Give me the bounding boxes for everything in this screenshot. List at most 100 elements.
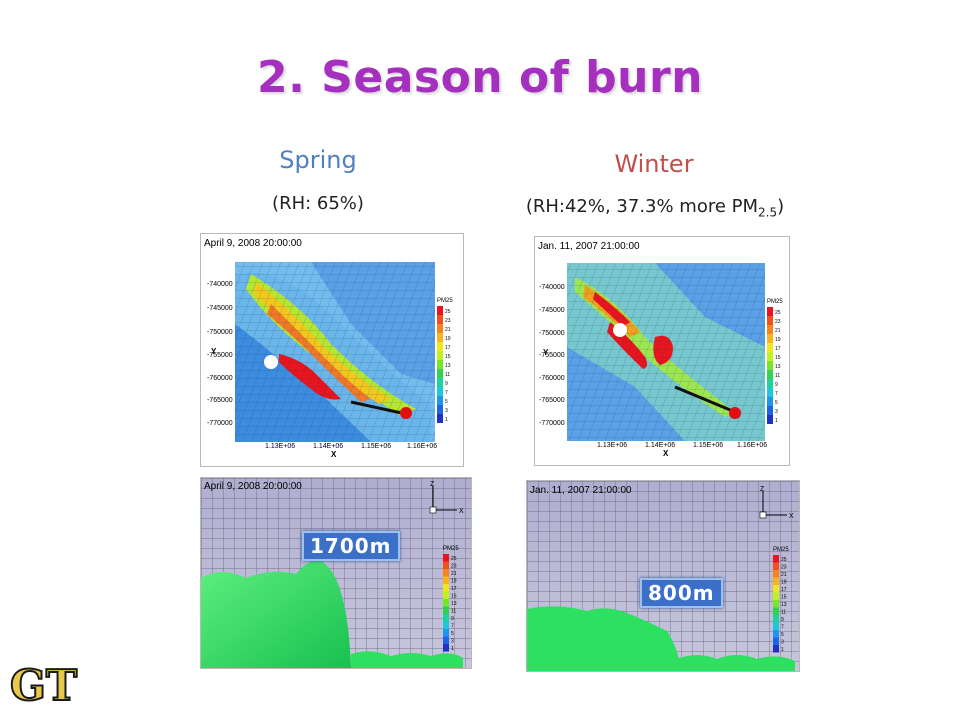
legend-swatch — [773, 622, 779, 630]
x-tick: 1.16E+06 — [737, 442, 767, 449]
spring-map-legend: PM25 25 23 21 19 17 15 13 11 9 7 5 3 1 — [437, 298, 453, 423]
legend-level: 21 — [445, 327, 451, 333]
legend-level: 1 — [775, 418, 778, 424]
legend-level: 9 — [445, 381, 448, 387]
legend-level: 3 — [781, 640, 784, 646]
side-z-label: Z — [430, 481, 435, 488]
legend-swatch — [437, 315, 443, 324]
legend-swatch — [437, 333, 443, 342]
x-tick: 1.14E+06 — [645, 442, 675, 449]
legend-level: 9 — [775, 382, 778, 388]
legend-swatch — [437, 306, 443, 315]
spring-axis-triad: Z X — [429, 481, 464, 515]
winter-subtitle-text: (RH:42%, 37.3% more PM — [525, 196, 759, 217]
x-tick: 1.13E+06 — [597, 442, 627, 449]
legend-swatch — [773, 645, 779, 653]
x-tick: 1.15E+06 — [361, 443, 391, 450]
legend-swatch — [773, 585, 779, 593]
legend-swatch — [437, 324, 443, 333]
y-tick: -760000 — [539, 375, 565, 382]
legend-level: 21 — [775, 328, 781, 334]
legend-title: PM25 — [437, 298, 453, 304]
legend-level: 7 — [445, 390, 448, 396]
spring-height-label: 1700m — [302, 531, 400, 561]
legend-swatch — [767, 406, 773, 415]
legend-level: 15 — [775, 355, 781, 361]
legend-swatch — [437, 369, 443, 378]
legend-level: 21 — [781, 572, 787, 578]
legend-swatch — [437, 342, 443, 351]
legend-level: 11 — [445, 372, 450, 378]
y-tick: -770000 — [539, 420, 565, 427]
legend-level: 3 — [775, 409, 778, 415]
winter-map-legend: PM25 25 23 21 19 17 15 13 11 9 7 5 3 1 — [767, 299, 783, 424]
gt-logo: GT — [9, 660, 78, 710]
spring-side-plot: April 9, 2008 20:00:00 Z X PM25 25232119… — [201, 478, 471, 668]
legend-level: 23 — [781, 565, 787, 571]
legend-swatch — [437, 360, 443, 369]
winter-subtitle: (RH:42%, 37.3% more PM2.5) — [470, 196, 840, 220]
legend-level: 25 — [451, 556, 457, 562]
legend-level: 5 — [445, 399, 448, 405]
x-tick: 1.14E+06 — [313, 443, 343, 450]
legend-swatch — [443, 576, 449, 584]
legend-swatch — [443, 606, 449, 614]
legend-swatch — [767, 343, 773, 352]
winter-map-timestamp: Jan. 11, 2007 21:00:00 — [538, 241, 640, 252]
side-x-label: X — [789, 513, 794, 520]
y-tick: -740000 — [539, 284, 565, 291]
legend-level: 13 — [451, 601, 457, 607]
spring-map-x-ticks: 1.13E+06 1.14E+06 1.15E+06 1.16E+06 — [265, 443, 437, 450]
legend-swatch — [773, 600, 779, 608]
legend-swatch — [773, 555, 779, 563]
legend-level: 15 — [451, 594, 457, 600]
legend-swatch — [767, 388, 773, 397]
winter-map-panel: Jan. 11, 2007 21:00:00 -740000 -745000 -… — [534, 236, 790, 466]
legend-level: 17 — [781, 587, 787, 593]
legend-swatch — [443, 599, 449, 607]
legend-level: 11 — [781, 610, 786, 616]
winter-subtitle-subscript: 2.5 — [758, 205, 778, 220]
legend-swatch — [443, 569, 449, 577]
legend-level: 21 — [451, 571, 457, 577]
legend-level: 13 — [781, 602, 787, 608]
winter-side-panel: Jan. 11, 2007 21:00:00 Z X PM25 25 23 21 19… — [526, 480, 800, 672]
y-tick: -750000 — [539, 330, 565, 337]
legend-swatch — [443, 621, 449, 629]
legend-level: 5 — [451, 631, 454, 637]
side-x-label: X — [459, 508, 464, 515]
y-tick: -745000 — [539, 307, 565, 314]
spring-side-timestamp: April 9, 2008 20:00:00 — [204, 481, 302, 492]
legend-level: 7 — [451, 624, 454, 630]
legend-level: 1 — [451, 646, 454, 652]
legend-swatch — [773, 637, 779, 645]
spring-heading: Spring — [279, 146, 357, 174]
legend-level: 3 — [445, 408, 448, 414]
legend-swatch — [767, 361, 773, 370]
y-tick: -755000 — [207, 352, 233, 359]
legend-level: 17 — [451, 586, 457, 592]
legend-swatch — [773, 592, 779, 600]
legend-swatch — [767, 307, 773, 316]
y-tick: -750000 — [207, 329, 233, 336]
y-tick: -770000 — [207, 420, 233, 427]
winter-map-x-label: X — [663, 449, 669, 458]
winter-burn-start-marker — [613, 323, 627, 337]
legend-level: 1 — [781, 647, 784, 653]
legend-swatch — [773, 607, 779, 615]
y-tick: -765000 — [207, 397, 233, 404]
spring-burn-start-marker — [264, 355, 278, 369]
spring-map-plot: April 9, 2008 20:00:00 -740000 -745000 -… — [204, 238, 453, 459]
legend-level: 7 — [775, 391, 778, 397]
legend-level: 1 — [445, 417, 448, 423]
y-tick: -755000 — [539, 352, 565, 359]
winter-side-timestamp: Jan. 11, 2007 21:00:00 — [530, 485, 632, 496]
legend-swatch — [767, 325, 773, 334]
legend-swatch — [773, 577, 779, 585]
legend-swatch — [443, 629, 449, 637]
legend-swatch — [443, 636, 449, 644]
spring-side-panel: April 9, 2008 20:00:00 Z X PM25 25 23 21 19… — [200, 477, 472, 669]
legend-swatch — [767, 352, 773, 361]
legend-title: PM25 — [443, 546, 459, 552]
legend-level: 17 — [445, 345, 451, 351]
